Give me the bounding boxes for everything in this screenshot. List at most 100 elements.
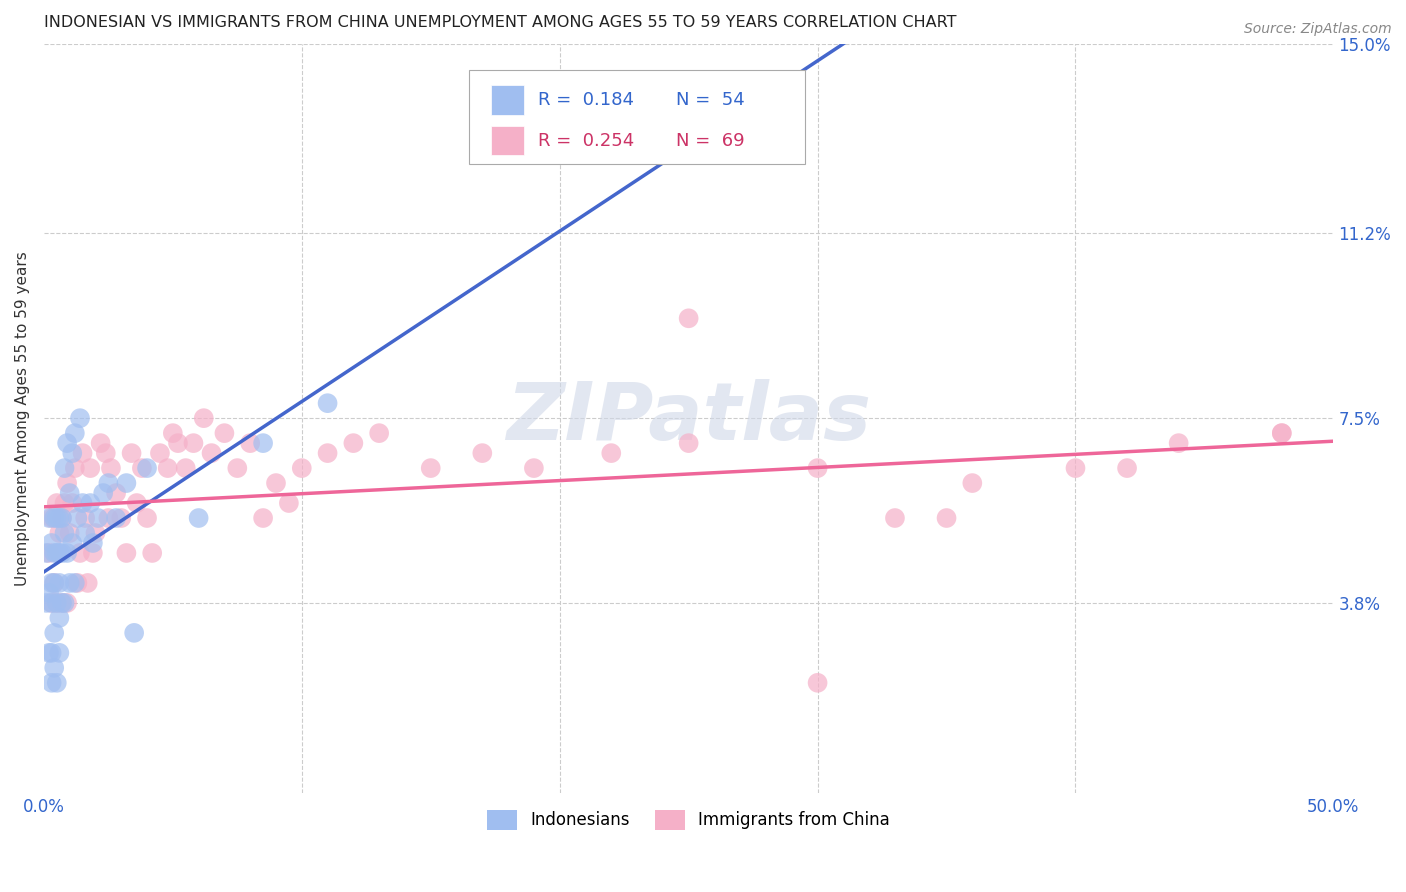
Point [48,646,70,660]
Point [187,511,209,525]
Point [1271,426,1294,441]
Point [87,511,110,525]
Point [419,461,441,475]
Point [41,511,63,525]
Point [44,661,66,675]
Point [45,511,67,525]
Point [264,476,287,491]
Point [51,596,73,610]
Point [59,526,82,541]
Point [316,446,339,460]
Point [35,546,58,560]
Point [79,496,101,510]
Point [56,546,79,560]
Text: R =  0.254: R = 0.254 [537,131,634,150]
Point [53,596,76,610]
Point [76,576,98,591]
Y-axis label: Unemployment Among Ages 55 to 59 years: Unemployment Among Ages 55 to 59 years [15,251,30,585]
Point [82,546,104,560]
Point [51,546,73,560]
Point [63,426,86,441]
Point [41,596,63,610]
Point [82,536,104,550]
Point [60,446,83,460]
Point [523,461,546,475]
Point [136,511,159,525]
Point [72,496,94,510]
Point [59,576,82,591]
Point [79,461,101,475]
Point [91,486,114,500]
Point [115,476,138,491]
Point [44,511,66,525]
Point [60,536,83,550]
Point [38,511,60,525]
Point [45,596,67,610]
Point [94,446,117,460]
Point [806,461,828,475]
Point [69,546,91,560]
Text: N =  69: N = 69 [676,131,744,150]
Point [41,536,63,550]
Point [48,546,70,560]
Point [45,546,67,560]
Point [678,311,700,326]
Point [131,461,153,475]
Point [38,646,60,660]
Point [156,461,179,475]
FancyBboxPatch shape [470,70,804,163]
Bar [491,126,523,155]
Point [125,496,148,510]
Point [63,461,86,475]
Text: ZIPatlas: ZIPatlas [506,379,872,458]
Point [471,446,494,460]
Point [72,446,94,460]
Point [56,476,79,491]
Point [45,675,67,690]
Point [316,396,339,410]
Point [44,625,66,640]
Point [51,596,73,610]
Point [193,411,215,425]
Point [226,461,249,475]
Text: N =  54: N = 54 [676,91,745,109]
Point [149,446,172,460]
Point [174,461,197,475]
Point [368,426,391,441]
Point [105,511,128,525]
Point [97,511,120,525]
Point [66,576,89,591]
Point [53,526,76,541]
Point [277,496,299,510]
Point [38,586,60,600]
Point [41,576,63,591]
Bar [491,85,523,115]
Point [48,576,70,591]
Point [342,436,364,450]
Point [167,436,190,450]
Point [44,576,66,591]
Point [90,436,112,450]
Legend: Indonesians, Immigrants from China: Indonesians, Immigrants from China [481,803,897,837]
Point [48,526,70,541]
Point [97,476,120,491]
Point [45,496,67,510]
Point [162,426,184,441]
Point [56,436,79,450]
Point [44,576,66,591]
Point [884,511,907,525]
Point [53,461,76,475]
Text: R =  0.184: R = 0.184 [537,91,634,109]
Point [41,646,63,660]
Point [38,546,60,560]
Point [214,426,236,441]
Point [136,461,159,475]
Point [60,496,83,510]
Point [45,596,67,610]
Point [935,511,957,525]
Point [141,546,163,560]
Point [35,596,58,610]
Point [48,511,70,525]
Point [51,511,73,525]
Point [59,486,82,500]
